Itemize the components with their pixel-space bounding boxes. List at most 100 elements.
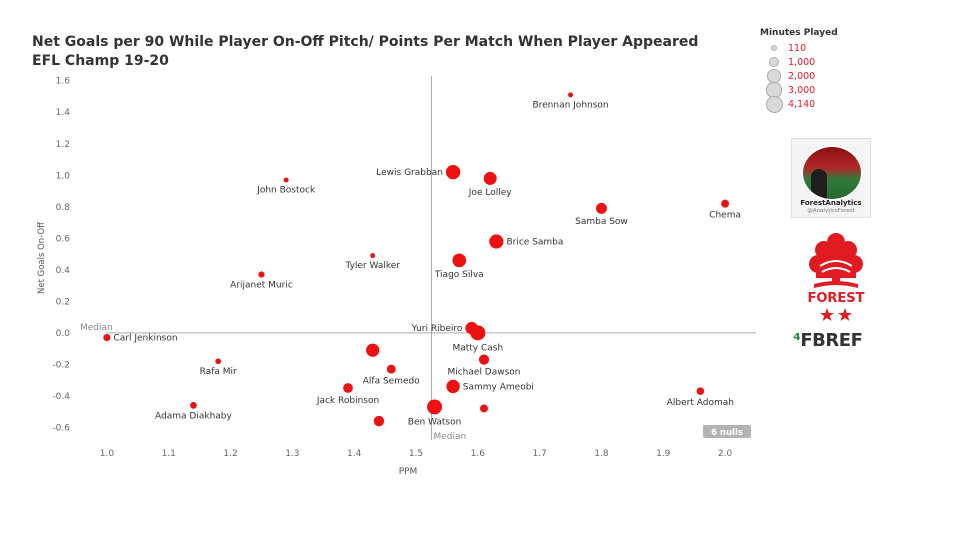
- data-point: [103, 333, 111, 342]
- legend-label: 2,000: [788, 70, 816, 82]
- data-label: Joe Lolley: [468, 188, 512, 198]
- data-label: Chema: [709, 211, 741, 221]
- data-point: [190, 401, 197, 409]
- fbref-mark-icon: ⁴: [793, 330, 801, 351]
- x-tick-label: 1.0: [100, 449, 115, 459]
- data-point: [452, 253, 467, 268]
- x-axis-label: PPM: [399, 467, 418, 477]
- y-tick-label: -0.6: [52, 423, 70, 433]
- data-point: [696, 387, 705, 395]
- legend-circle-icon: [760, 56, 788, 68]
- minutes-legend: Minutes Played 110 1,000 2,000 3,000 4,140: [760, 28, 860, 113]
- x-tick-label: 1.7: [532, 449, 546, 459]
- data-point: [595, 202, 607, 214]
- profile-card: ForestAnalytics @AnalyticsForest: [791, 138, 871, 218]
- data-point: [366, 343, 380, 357]
- median-label-y: Median: [80, 323, 113, 333]
- data-label: Arijanet Muric: [230, 281, 293, 291]
- data-label: Matty Cash: [452, 343, 503, 353]
- y-tick-label: 0.6: [56, 234, 71, 244]
- data-label: Albert Adomah: [667, 398, 734, 408]
- data-label: Sammy Ameobi: [463, 382, 534, 392]
- y-tick-label: 0.2: [56, 297, 70, 307]
- avatar: [801, 145, 863, 201]
- data-point: [258, 271, 265, 278]
- chart-title: Net Goals per 90 While Player On-Off Pit…: [32, 33, 698, 71]
- y-tick-label: 0.8: [56, 203, 71, 213]
- data-point: [343, 383, 353, 393]
- chart-title-line2: EFL Champ 19-20: [32, 53, 169, 69]
- legend-circle-icon: [760, 69, 788, 83]
- data-label: Carl Jenkinson: [113, 334, 177, 344]
- y-tick-label: 1.0: [56, 171, 71, 181]
- data-point: [283, 177, 289, 183]
- data-label: Brennan Johnson: [532, 100, 608, 110]
- data-point: [483, 171, 497, 185]
- legend-label: 110: [788, 42, 807, 54]
- y-tick-label: -0.4: [52, 392, 70, 402]
- legend-entry: 3,000: [760, 82, 860, 98]
- x-tick-label: 1.6: [471, 449, 486, 459]
- y-tick-label: 1.4: [56, 108, 71, 118]
- data-label: Brice Samba: [506, 237, 563, 247]
- profile-handle: @AnalyticsForest: [807, 208, 855, 214]
- x-tick-label: 1.3: [285, 449, 299, 459]
- legend-entry: 4,140: [760, 95, 860, 113]
- x-tick-label: 1.4: [347, 449, 362, 459]
- data-label: Yuri Ribeiro: [411, 324, 463, 334]
- data-point: [446, 379, 460, 394]
- fbref-logo: ⁴FBREF: [793, 330, 863, 351]
- legend-label: 4,140: [788, 98, 816, 110]
- legend-entry: 110: [760, 41, 860, 55]
- data-label: Jack Robinson: [316, 396, 379, 406]
- x-tick-label: 1.9: [656, 449, 671, 459]
- data-point: [478, 354, 490, 365]
- data-point: [215, 358, 222, 365]
- data-point: [480, 404, 488, 413]
- legend-entry: 1,000: [760, 55, 860, 69]
- nulls-badge-label: 6 nulls: [711, 428, 743, 438]
- y-tick-label: 1.2: [56, 140, 70, 150]
- x-tick-label: 1.8: [594, 449, 609, 459]
- data-point: [373, 415, 385, 427]
- data-point: [489, 234, 504, 249]
- x-tick-label: 1.1: [162, 449, 176, 459]
- legend-circle-icon: [760, 44, 788, 52]
- data-point: [445, 164, 461, 180]
- data-label: Tyler Walker: [344, 261, 400, 271]
- median-label-x: Median: [433, 432, 466, 442]
- y-tick-label: -0.2: [52, 360, 70, 370]
- profile-name: ForestAnalytics: [800, 199, 862, 207]
- data-point: [427, 399, 443, 415]
- legend-label: 1,000: [788, 56, 816, 68]
- fbref-text: FBREF: [800, 330, 863, 351]
- data-label: Michael Dawson: [447, 368, 520, 378]
- legend-circle-icon: [760, 95, 788, 113]
- nulls-badge: [703, 425, 751, 438]
- y-tick-label: 0.0: [56, 329, 71, 339]
- data-point: [568, 92, 574, 98]
- data-label: Lewis Grabban: [376, 168, 443, 178]
- y-tick-label: 1.6: [56, 77, 71, 87]
- data-label: Tiago Silva: [434, 270, 484, 280]
- data-label: Rafa Mir: [200, 367, 237, 377]
- data-point: [370, 253, 376, 259]
- x-tick-label: 2.0: [718, 449, 733, 459]
- legend-label: 3,000: [788, 84, 816, 96]
- y-axis-label: Net Goals On-Off: [37, 221, 47, 294]
- data-label: Samba Sow: [575, 217, 628, 227]
- legend-title: Minutes Played: [760, 28, 838, 38]
- x-tick-label: 1.5: [409, 449, 423, 459]
- data-label: John Bostock: [256, 185, 316, 195]
- data-point: [386, 364, 396, 374]
- legend-entry: 2,000: [760, 69, 860, 83]
- data-point: [721, 199, 730, 208]
- chart-title-line1: Net Goals per 90 While Player On-Off Pit…: [32, 34, 699, 50]
- x-tick-label: 1.2: [223, 449, 237, 459]
- crest-text: FOREST: [807, 291, 864, 306]
- y-tick-label: 0.4: [56, 266, 71, 276]
- data-label: Adama Diakhaby: [155, 412, 232, 422]
- forest-crest-logo: FOREST: [807, 233, 865, 321]
- data-label: Ben Watson: [408, 417, 462, 427]
